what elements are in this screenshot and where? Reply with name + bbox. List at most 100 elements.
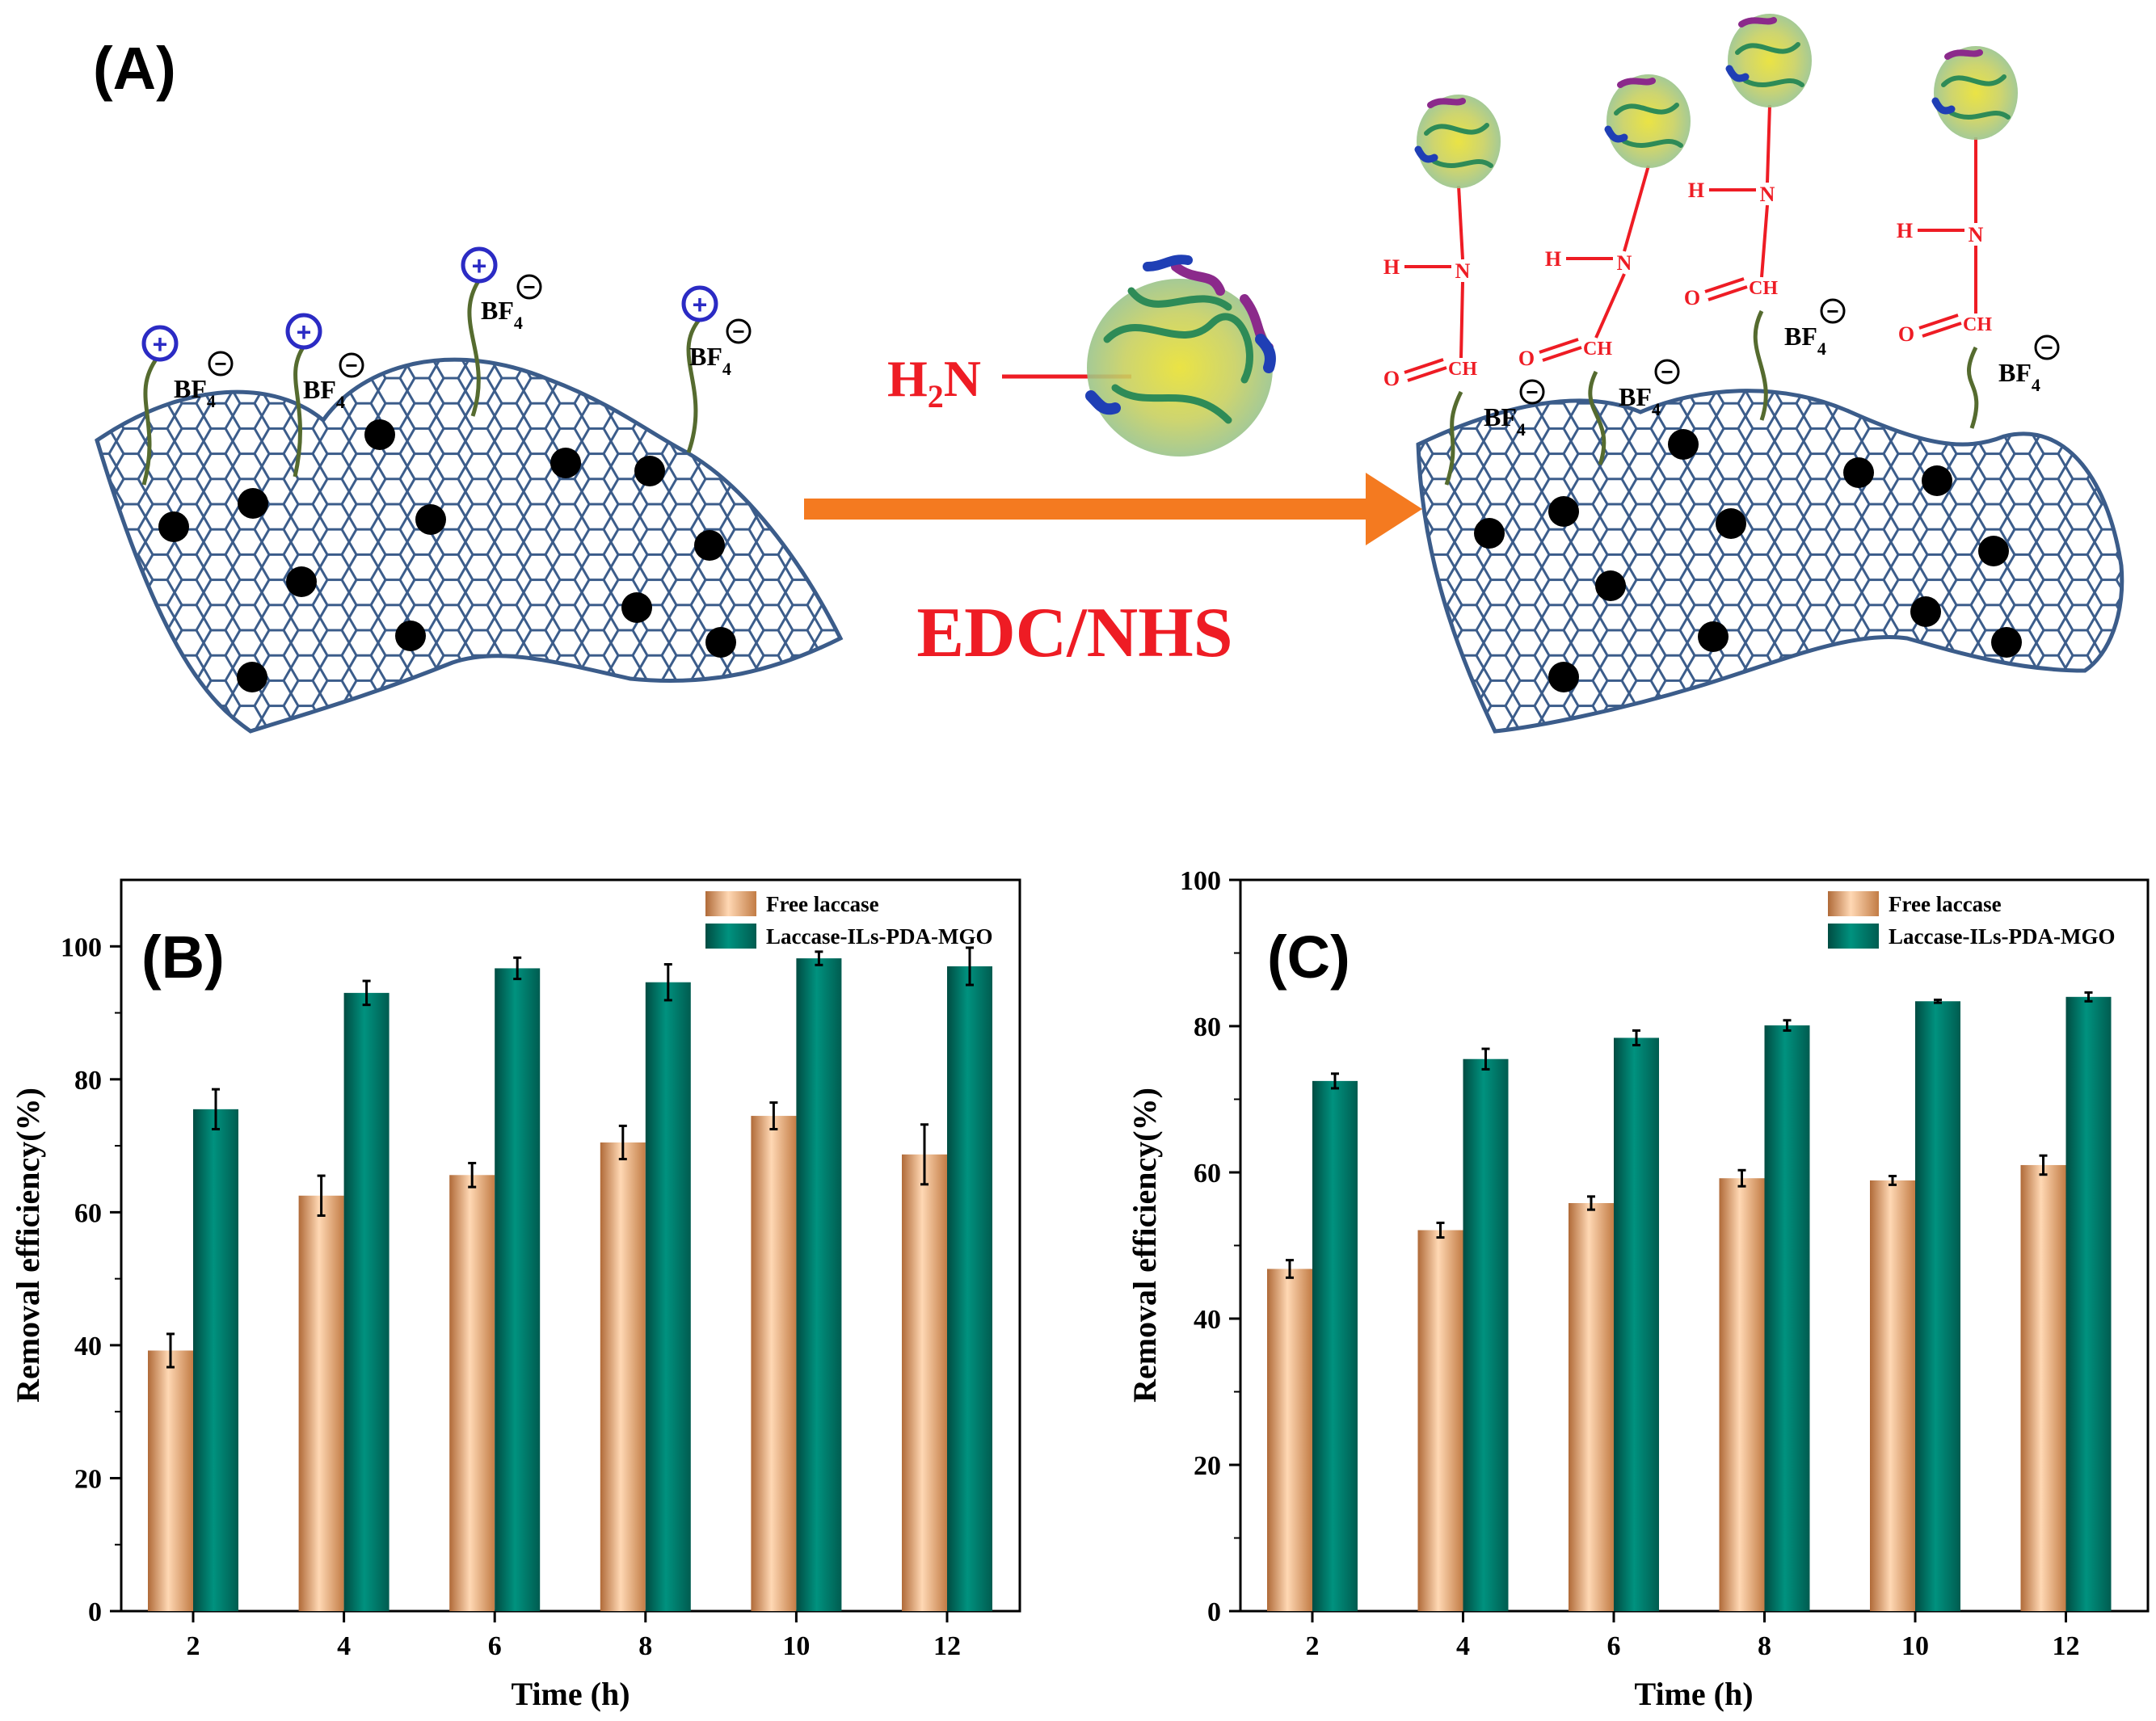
bar xyxy=(751,1116,797,1611)
double-bond xyxy=(1407,366,1447,382)
ionic-liquid-chain: + BF4 − xyxy=(285,313,364,478)
ionic-liquid-chain: + BF4 − xyxy=(681,285,752,453)
y-tick-label: 60 xyxy=(74,1198,102,1228)
laccase-protein-icon xyxy=(1604,74,1691,168)
left-graphene-sheet xyxy=(95,357,844,734)
atom-label: O xyxy=(1684,286,1700,309)
cation-symbol: + xyxy=(153,330,168,359)
double-bond xyxy=(1542,346,1582,362)
anion-label: BF4 xyxy=(689,342,731,379)
chain-line xyxy=(1967,346,1979,429)
anion-icon xyxy=(726,318,752,344)
chain-line xyxy=(1588,370,1606,465)
magnetic-particle xyxy=(1474,518,1505,549)
bar xyxy=(1719,1178,1765,1611)
error-bar xyxy=(1587,1195,1595,1211)
panel-c-label: (C) xyxy=(1267,924,1350,991)
anion-label: BF4 xyxy=(481,296,523,333)
anion-icon xyxy=(208,351,234,377)
linker-bond xyxy=(1760,204,1769,278)
y-tick-label: 0 xyxy=(88,1597,102,1627)
anion-icon xyxy=(1519,379,1545,405)
anion-symbol: − xyxy=(1526,380,1538,404)
y-tick-label: 60 xyxy=(1194,1159,1221,1189)
y-tick-label: 100 xyxy=(1180,866,1221,896)
anion-symbol: − xyxy=(345,353,357,377)
atom-label: CH xyxy=(1963,314,1992,335)
immobilized-laccase-unit: N H CH O BF4− xyxy=(1897,46,2060,429)
x-tick-label: 6 xyxy=(488,1631,502,1661)
error-bar xyxy=(166,1332,175,1369)
right-graphene-sheet xyxy=(1416,389,2124,734)
anion-icon xyxy=(2034,335,2060,360)
anion-label: BF4 xyxy=(1484,402,1526,440)
magnetic-particle xyxy=(1843,457,1874,488)
bar xyxy=(495,968,541,1611)
bar xyxy=(2065,996,2112,1611)
atom-label: H xyxy=(1383,255,1400,279)
schematic-panel: (A) + BF4 − + xyxy=(93,14,2124,734)
linker-bond xyxy=(1766,104,1771,183)
error-bar xyxy=(618,1124,627,1161)
x-tick-label: 2 xyxy=(1306,1631,1320,1661)
atom-label: N xyxy=(1617,251,1632,275)
plot-frame xyxy=(120,878,1021,1613)
y-tick-label: 80 xyxy=(74,1066,102,1096)
chain-line xyxy=(141,356,160,486)
double-bond xyxy=(1918,313,1959,330)
bar xyxy=(1417,1230,1463,1611)
right-sheet-shape xyxy=(1416,389,2124,734)
cation-icon xyxy=(285,313,322,350)
double-bond xyxy=(1704,277,1745,293)
anion-icon xyxy=(339,352,364,378)
magnetic-particle xyxy=(238,488,268,519)
immobilized-laccase-unit: N H CH O BF4− xyxy=(1383,95,1545,486)
ionic-liquid-chain: + BF4 − xyxy=(461,246,542,417)
double-bond xyxy=(1539,338,1579,354)
bar xyxy=(449,1175,495,1611)
error-bar xyxy=(1737,1168,1746,1188)
anion-symbol: − xyxy=(1826,299,1838,323)
bars-layer xyxy=(1267,991,2112,1611)
linker-bond xyxy=(1459,281,1464,359)
laccase-protein-icon xyxy=(1725,14,1812,107)
x-tick-label: 12 xyxy=(933,1631,961,1661)
legend: Free laccase Laccase-ILs-PDA-MGO xyxy=(1828,891,2115,949)
magnetic-particle xyxy=(237,662,267,692)
bar xyxy=(148,1350,193,1611)
magnetic-particle xyxy=(1548,496,1579,527)
error-bar xyxy=(1436,1221,1445,1239)
atom-label: CH xyxy=(1583,339,1612,360)
linker-bond xyxy=(1623,165,1650,252)
bar xyxy=(343,992,390,1611)
magnetic-particle xyxy=(1548,662,1579,692)
x-tick-label: 8 xyxy=(638,1631,652,1661)
error-bar xyxy=(663,962,672,1002)
x-axis-title: Time (h) xyxy=(511,1676,630,1712)
x-tick-label: 4 xyxy=(337,1631,351,1661)
y-axis-title: Removal efficiency(%) xyxy=(10,1088,46,1403)
anion-symbol: − xyxy=(214,351,226,376)
anion-label: BF4 xyxy=(1619,382,1661,419)
anion-icon xyxy=(516,274,542,300)
anion-label: BF4 xyxy=(1998,358,2040,395)
plot-frame xyxy=(1239,878,2150,1613)
error-bar xyxy=(920,1123,929,1186)
ticks-layer: 2 4 6 8 10 12 0 20 40 60 80 100 xyxy=(61,932,961,1661)
x-tick-label: 12 xyxy=(2053,1631,2080,1661)
double-bond xyxy=(1708,285,1748,301)
laccase-protein-icon xyxy=(1931,46,2018,140)
magnetic-particle xyxy=(550,448,581,478)
chain-line xyxy=(467,280,481,417)
linker-bond xyxy=(1457,185,1464,260)
reaction-arrow xyxy=(804,473,1422,545)
laccase-protein-icon xyxy=(1085,255,1276,457)
error-bar xyxy=(966,946,974,987)
magnetic-particle xyxy=(1716,508,1746,539)
y-tick-label: 0 xyxy=(1207,1597,1221,1627)
panel-b-label: (B) xyxy=(141,924,225,991)
magnetic-particle xyxy=(694,530,725,561)
cation-icon xyxy=(681,285,718,322)
legend-label-free: Free laccase xyxy=(1889,892,2002,916)
